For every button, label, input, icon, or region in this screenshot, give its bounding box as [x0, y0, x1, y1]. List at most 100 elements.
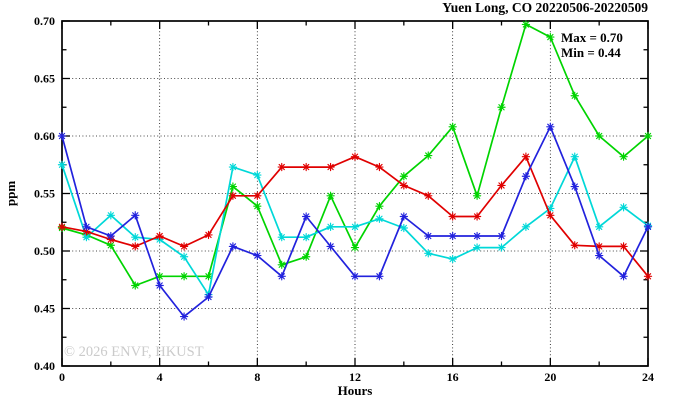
- data-point-marker-red: [546, 211, 555, 220]
- data-point-marker-green: [155, 272, 164, 281]
- data-point-marker-blue: [204, 292, 213, 302]
- y-tick-label: 0.50: [34, 244, 55, 258]
- data-point-marker-red: [424, 191, 433, 200]
- data-point-marker-blue: [179, 312, 189, 321]
- data-point-marker-cyan: [350, 222, 360, 232]
- data-point-marker-blue: [546, 122, 555, 131]
- data-point-marker-green: [326, 191, 335, 200]
- data-point-marker-blue: [301, 212, 311, 221]
- data-point-marker-green: [350, 243, 360, 252]
- data-point-marker-green: [424, 151, 433, 160]
- data-point-marker-blue: [619, 272, 628, 281]
- data-point-marker-red: [399, 181, 409, 190]
- data-point-marker-green: [521, 20, 531, 29]
- annotation-min: Min = 0.44: [561, 45, 621, 60]
- x-tick-label: 20: [544, 370, 556, 384]
- data-point-marker-blue: [155, 281, 164, 290]
- data-point-marker-cyan: [619, 203, 628, 212]
- y-tick-label: 0.70: [34, 14, 55, 28]
- data-point-marker-cyan: [472, 243, 482, 252]
- data-point-marker-green: [594, 131, 604, 141]
- data-point-marker-red: [619, 242, 628, 251]
- data-point-marker-blue: [497, 231, 506, 241]
- x-tick-label: 4: [157, 370, 163, 384]
- data-point-marker-cyan: [253, 170, 262, 180]
- data-point-marker-green: [106, 241, 116, 250]
- x-tick-label: 12: [349, 370, 361, 384]
- x-tick-label: 16: [447, 370, 459, 384]
- data-point-marker-blue: [326, 242, 335, 251]
- data-point-marker-red: [497, 181, 506, 190]
- data-point-marker-green: [375, 201, 384, 211]
- data-point-marker-blue: [253, 251, 262, 260]
- x-axis-label: Hours: [338, 383, 373, 398]
- data-point-marker-blue: [82, 222, 91, 232]
- data-point-marker-green: [619, 152, 628, 161]
- y-axis-label: ppm: [3, 181, 18, 206]
- chart-generated-layer: 0 4 8 12 16 20 24 0.40 0.45 0.50 0.55 0.60 0.65 0.70: [34, 14, 654, 384]
- data-point-marker-red: [277, 162, 286, 172]
- data-point-marker-green: [179, 272, 189, 281]
- data-point-marker-green: [570, 91, 579, 100]
- y-tick-label: 0.45: [34, 302, 55, 316]
- data-point-marker-green: [546, 32, 555, 42]
- x-tick-label: 8: [254, 370, 260, 384]
- data-point-marker-blue: [350, 272, 360, 281]
- data-point-marker-red: [375, 162, 384, 172]
- data-point-marker-blue: [594, 251, 604, 260]
- data-point-marker-blue: [424, 231, 433, 241]
- y-tick-label: 0.60: [34, 129, 55, 143]
- data-point-marker-red: [57, 222, 67, 232]
- data-point-marker-green: [131, 281, 140, 290]
- data-point-marker-blue: [521, 172, 531, 181]
- data-point-marker-red: [594, 242, 604, 251]
- data-point-marker-red: [643, 272, 653, 281]
- data-point-marker-red: [179, 242, 189, 251]
- data-point-marker-green: [448, 122, 457, 131]
- data-point-marker-cyan: [375, 214, 384, 223]
- data-point-marker-green: [277, 260, 286, 269]
- data-point-marker-cyan: [521, 222, 531, 232]
- y-tick-label: 0.40: [34, 359, 55, 373]
- data-point-marker-cyan: [546, 204, 555, 213]
- data-point-marker-cyan: [594, 222, 604, 232]
- data-point-marker-cyan: [131, 233, 140, 242]
- y-tick-label: 0.55: [34, 187, 55, 201]
- data-point-marker-red: [204, 230, 213, 240]
- data-point-marker-blue: [399, 212, 409, 221]
- data-point-marker-cyan: [399, 223, 409, 233]
- data-point-marker-red: [521, 152, 531, 161]
- data-point-marker-cyan: [82, 233, 91, 242]
- data-point-marker-blue: [448, 231, 457, 241]
- data-point-marker-green: [301, 252, 311, 261]
- data-point-marker-red: [131, 242, 140, 251]
- data-point-marker-cyan: [424, 249, 433, 258]
- data-point-marker-red: [326, 162, 335, 172]
- watermark: © 2026 ENVF, HKUST: [64, 344, 204, 360]
- data-point-marker-cyan: [448, 254, 457, 264]
- x-tick-label: 0: [59, 370, 65, 384]
- data-point-marker-blue: [228, 242, 238, 251]
- y-tick-label: 0.65: [34, 72, 55, 86]
- data-point-marker-red: [155, 231, 164, 241]
- data-point-marker-blue: [643, 222, 653, 232]
- data-point-marker-green: [204, 272, 213, 281]
- data-point-marker-red: [472, 212, 482, 221]
- data-point-marker-red: [350, 152, 360, 161]
- data-point-marker-blue: [570, 182, 579, 191]
- data-point-marker-cyan: [106, 211, 116, 220]
- data-point-marker-cyan: [497, 243, 506, 252]
- data-point-marker-blue: [57, 131, 67, 141]
- data-point-marker-blue: [375, 272, 384, 281]
- data-point-marker-blue: [106, 231, 116, 241]
- data-point-marker-green: [497, 103, 506, 112]
- data-point-marker-red: [253, 191, 262, 200]
- data-point-marker-green: [228, 182, 238, 191]
- data-point-marker-red: [82, 227, 91, 236]
- data-point-marker-cyan: [301, 233, 311, 242]
- data-point-marker-red: [570, 241, 579, 250]
- data-point-marker-red: [228, 191, 238, 200]
- data-point-marker-green: [472, 191, 482, 200]
